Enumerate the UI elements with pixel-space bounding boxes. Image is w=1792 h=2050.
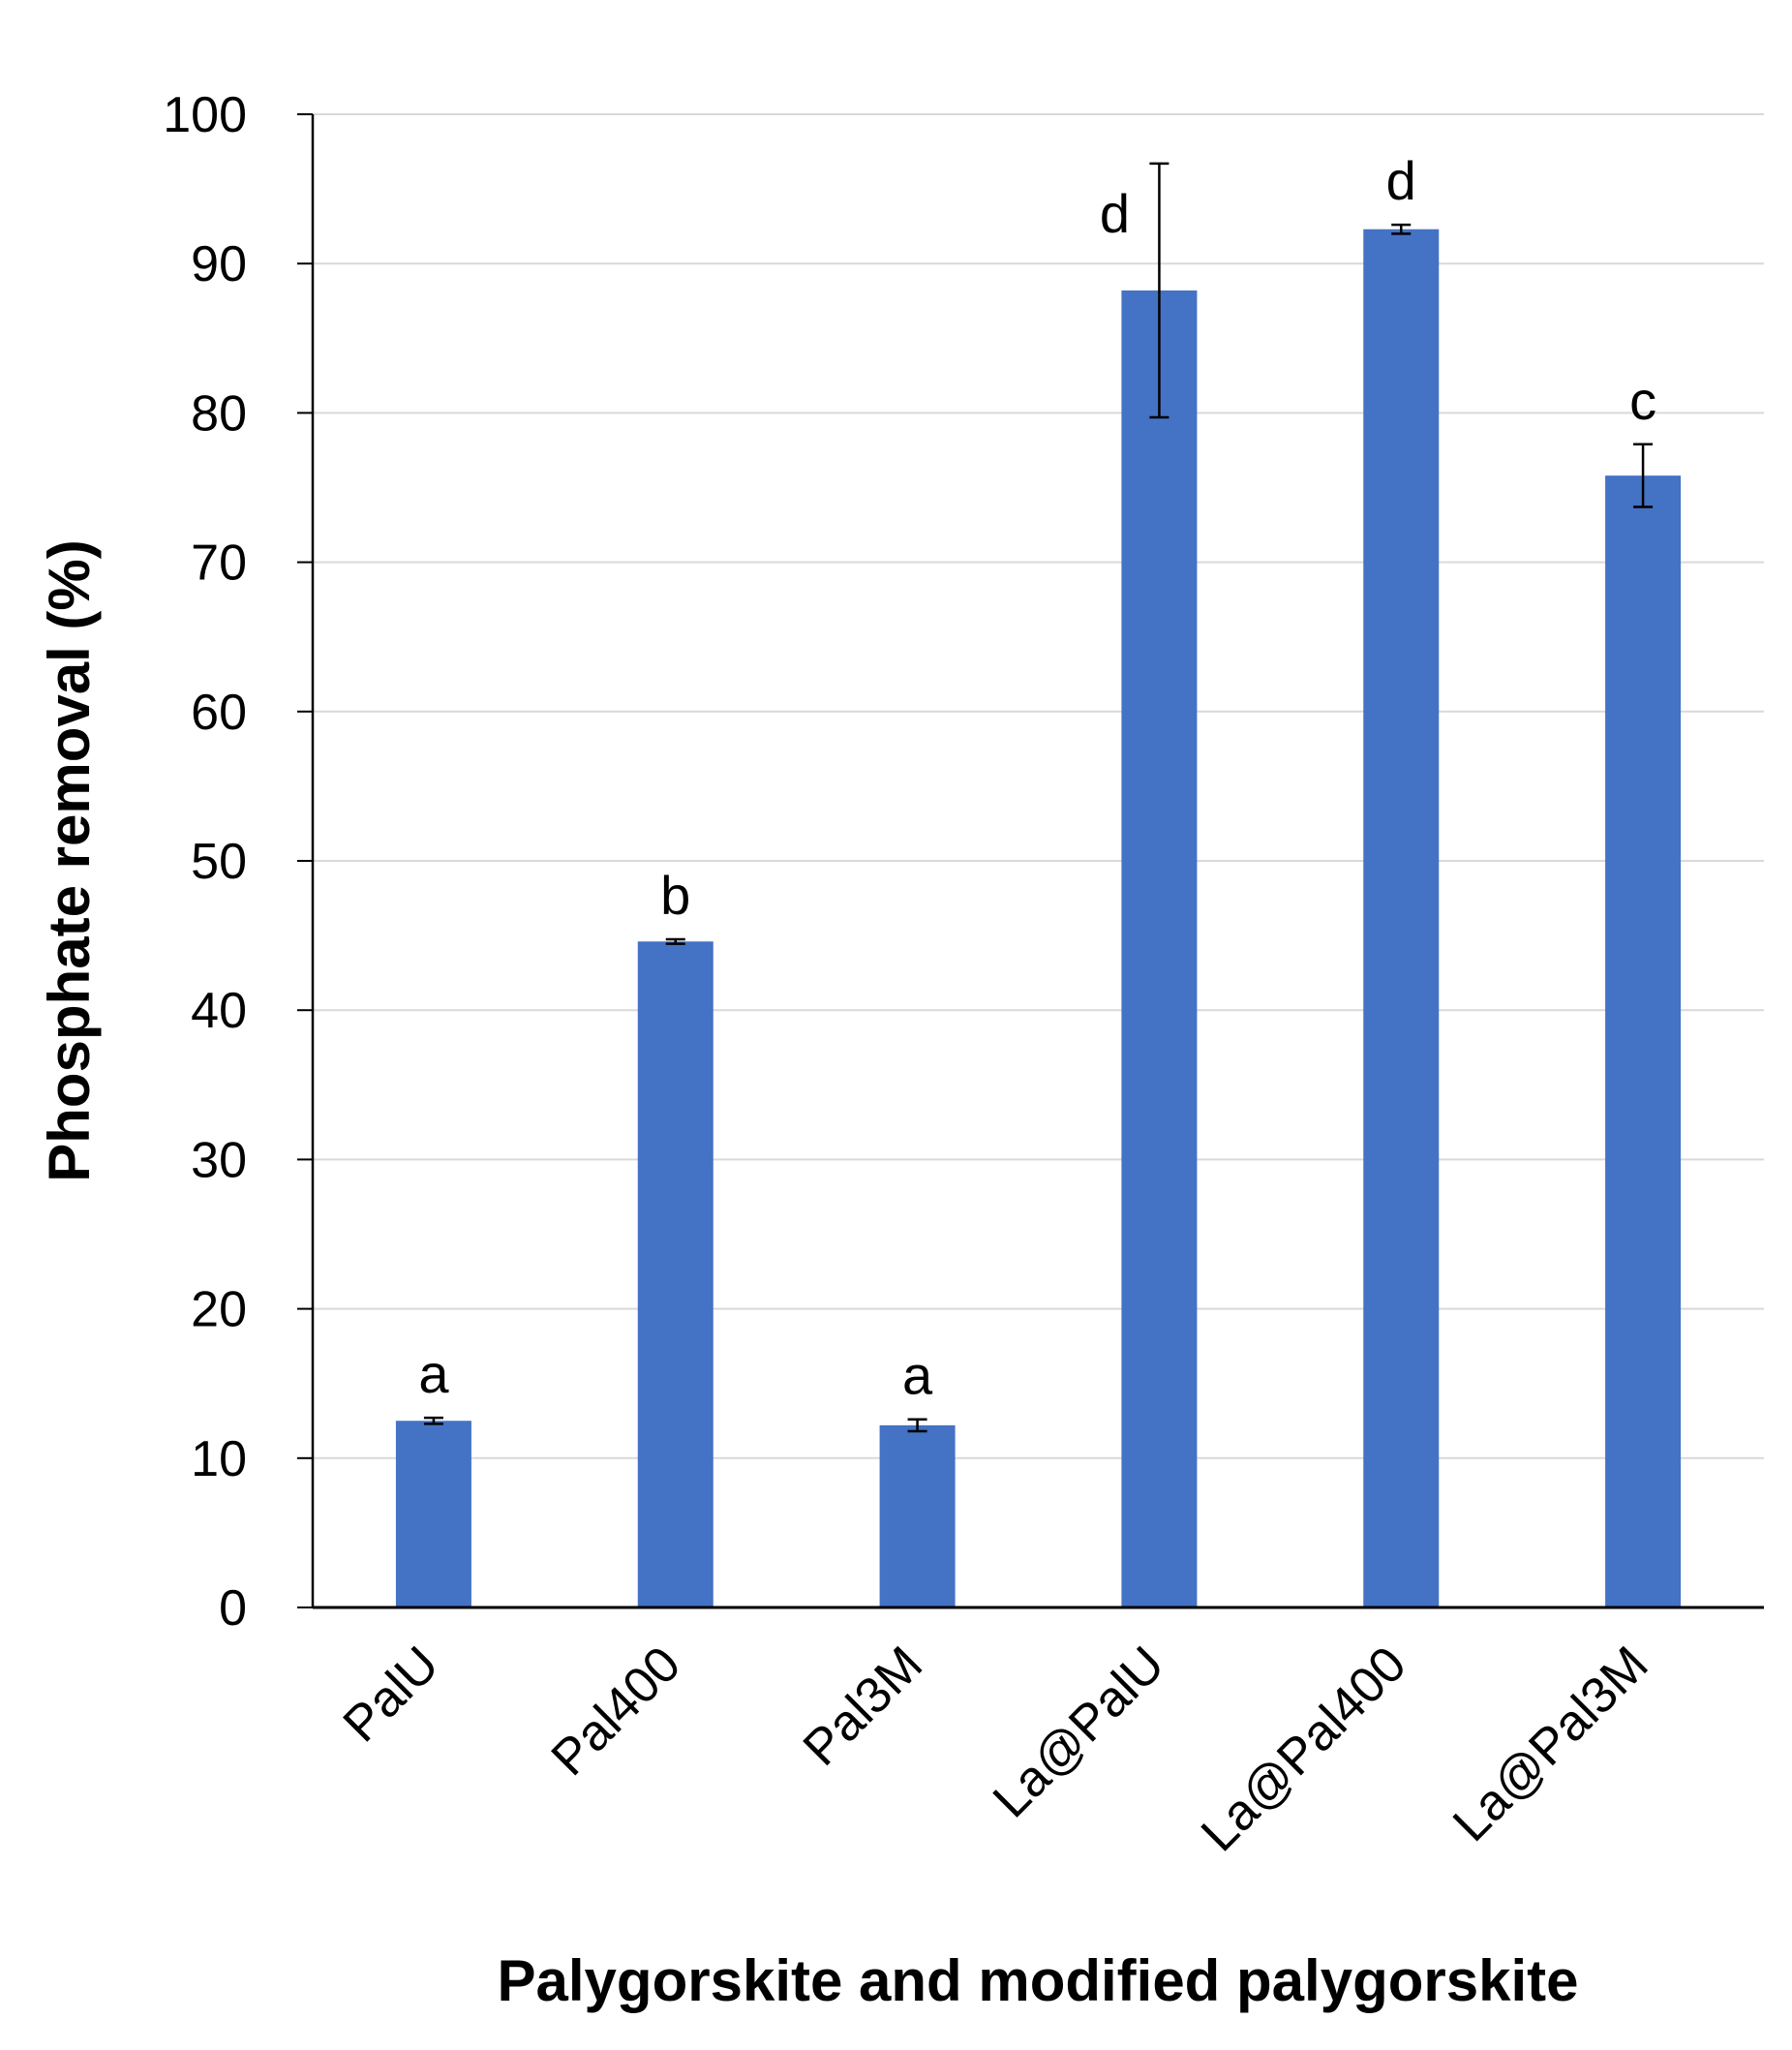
significance-label: d [1100,183,1130,244]
significance-label: b [660,865,690,926]
bar-pal3m [879,1424,956,1607]
significance-label: d [1386,150,1416,211]
x-tick-label: La@PalU [983,1636,1175,1828]
x-tick-label: La@Pal400 [1191,1636,1417,1862]
axes [311,114,1764,1609]
bar-la-pal3m [1605,475,1682,1607]
y-tick-label: 60 [191,685,247,741]
y-tick-label: 100 [163,87,247,143]
x-tick-label: PalU [333,1636,450,1753]
y-tick-labels: 0 10 20 30 40 50 60 70 80 90 100 [163,87,247,1637]
y-tick-label: 80 [191,385,247,442]
y-tick-label: 70 [191,535,247,592]
y-tick-label: 20 [191,1282,247,1338]
gridlines [297,113,1764,1608]
x-tick-label: Pal400 [541,1636,692,1787]
x-tick-label: La@Pal3M [1443,1636,1658,1851]
y-tick-label: 40 [191,983,247,1039]
y-axis-title: Phosphate removal (%) [37,539,102,1182]
y-tick-label: 30 [191,1132,247,1188]
significance-label: a [902,1345,933,1406]
y-tick-label: 50 [191,834,247,890]
y-tick-label: 0 [219,1580,247,1637]
significance-labels: a b a d d c [418,150,1656,1406]
bar-palu [395,1421,471,1607]
bar-la-pal400 [1363,229,1440,1607]
bar-la-palu [1121,290,1198,1607]
bar-pal400 [637,941,714,1607]
y-tick-label: 90 [191,236,247,292]
significance-label: a [418,1343,449,1404]
x-axis-title: Palygorskite and modified palygorskite [498,1948,1579,2013]
error-bars [423,162,1654,1433]
x-tick-label: Pal3M [793,1636,933,1776]
significance-label: c [1629,370,1656,431]
x-tick-labels: PalU Pal400 Pal3M La@PalU La@Pal400 La@Pal3M [333,1636,1659,1862]
bars [395,229,1682,1607]
y-tick-label: 10 [191,1431,247,1487]
